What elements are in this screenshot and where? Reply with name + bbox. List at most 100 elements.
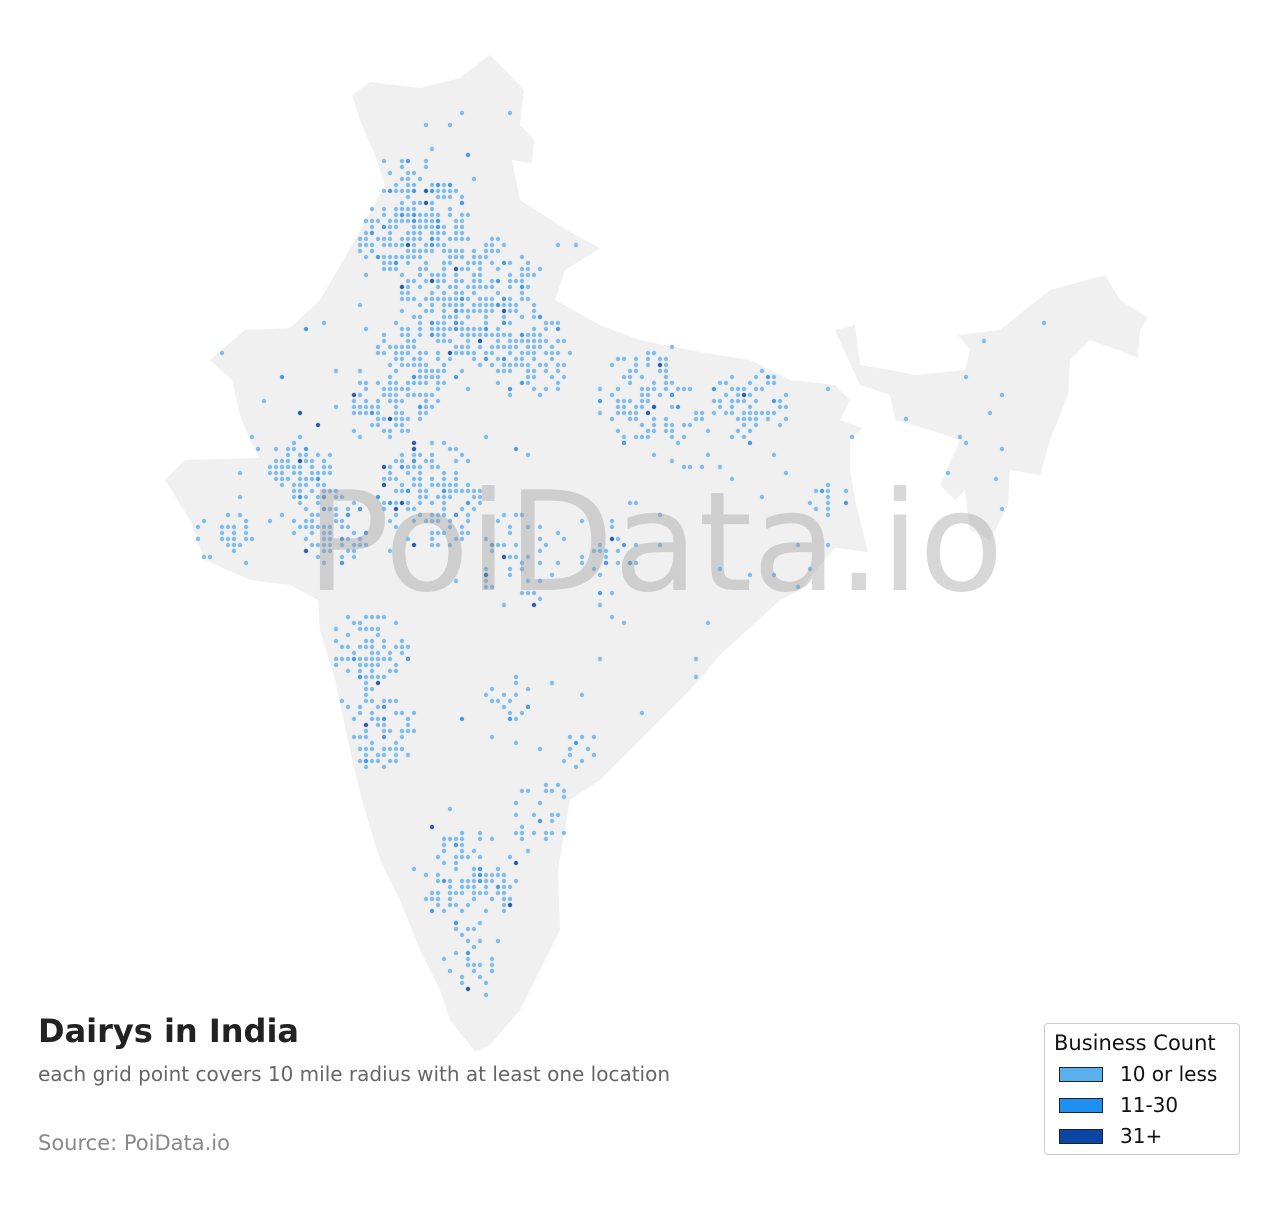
grid-point: [459, 536, 465, 542]
grid-point: [489, 698, 495, 704]
grid-point: [513, 860, 519, 866]
grid-point: [963, 374, 969, 380]
grid-point: [783, 470, 789, 476]
grid-point: [543, 386, 549, 392]
grid-point: [453, 902, 459, 908]
grid-point: [645, 428, 651, 434]
grid-point: [423, 296, 429, 302]
grid-point: [411, 728, 417, 734]
grid-point: [621, 374, 627, 380]
grid-point: [435, 464, 441, 470]
grid-point: [717, 566, 723, 572]
grid-point: [393, 458, 399, 464]
grid-point: [411, 362, 417, 368]
grid-point: [429, 332, 435, 338]
grid-point: [489, 350, 495, 356]
grid-point: [519, 284, 525, 290]
grid-point: [543, 350, 549, 356]
grid-point: [759, 368, 765, 374]
grid-point: [243, 530, 249, 536]
grid-point: [495, 278, 501, 284]
grid-point: [381, 500, 387, 506]
grid-point: [369, 422, 375, 428]
grid-point: [477, 308, 483, 314]
grid-point: [729, 404, 735, 410]
grid-point: [375, 254, 381, 260]
grid-point: [405, 500, 411, 506]
grid-point: [225, 512, 231, 518]
grid-point: [393, 476, 399, 482]
grid-point: [357, 242, 363, 248]
grid-point: [507, 368, 513, 374]
grid-point: [243, 524, 249, 530]
grid-point: [483, 584, 489, 590]
grid-point: [525, 686, 531, 692]
grid-point: [435, 482, 441, 488]
grid-point: [309, 542, 315, 548]
grid-point: [471, 488, 477, 494]
grid-point: [753, 386, 759, 392]
grid-point: [363, 764, 369, 770]
grid-point: [423, 374, 429, 380]
grid-point: [399, 452, 405, 458]
grid-point: [417, 392, 423, 398]
grid-point: [561, 362, 567, 368]
grid-point: [375, 344, 381, 350]
grid-point: [381, 350, 387, 356]
grid-point: [465, 152, 471, 158]
grid-point: [381, 266, 387, 272]
grid-point: [297, 482, 303, 488]
grid-point: [387, 470, 393, 476]
grid-point: [363, 752, 369, 758]
grid-point: [435, 278, 441, 284]
grid-point: [357, 434, 363, 440]
grid-point: [333, 494, 339, 500]
grid-point: [777, 404, 783, 410]
grid-point: [453, 218, 459, 224]
grid-point: [477, 890, 483, 896]
grid-point: [993, 476, 999, 482]
grid-point: [345, 524, 351, 530]
grid-point: [357, 248, 363, 254]
grid-point: [675, 404, 681, 410]
grid-point: [621, 356, 627, 362]
grid-point: [465, 350, 471, 356]
grid-point: [375, 722, 381, 728]
grid-point: [393, 524, 399, 530]
grid-point: [279, 374, 285, 380]
grid-point: [363, 692, 369, 698]
grid-point: [417, 284, 423, 290]
grid-point: [615, 398, 621, 404]
grid-point: [489, 242, 495, 248]
grid-point: [483, 872, 489, 878]
grid-point: [339, 524, 345, 530]
grid-point: [723, 380, 729, 386]
grid-point: [477, 302, 483, 308]
grid-point: [387, 656, 393, 662]
grid-point: [327, 452, 333, 458]
grid-point: [675, 440, 681, 446]
grid-point: [411, 224, 417, 230]
grid-point: [717, 464, 723, 470]
grid-point: [963, 440, 969, 446]
grid-point: [297, 476, 303, 482]
grid-point: [489, 542, 495, 548]
grid-point: [483, 296, 489, 302]
grid-point: [471, 284, 477, 290]
grid-point: [459, 296, 465, 302]
grid-point: [477, 500, 483, 506]
grid-point: [321, 464, 327, 470]
grid-point: [393, 188, 399, 194]
grid-point: [429, 458, 435, 464]
grid-point: [291, 446, 297, 452]
grid-point: [645, 434, 651, 440]
grid-point: [447, 254, 453, 260]
grid-point: [453, 842, 459, 848]
grid-point: [525, 260, 531, 266]
grid-point: [519, 824, 525, 830]
grid-point: [573, 242, 579, 248]
grid-point: [477, 830, 483, 836]
grid-point: [717, 398, 723, 404]
grid-point: [507, 308, 513, 314]
grid-point: [411, 482, 417, 488]
